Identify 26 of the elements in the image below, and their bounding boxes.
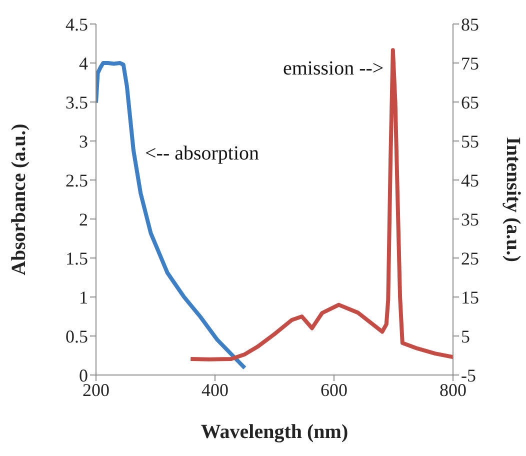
y2-tick-label: 75: [461, 53, 479, 74]
y2-tick-label: 45: [461, 170, 479, 190]
y-tick-label: 0.5: [66, 326, 88, 346]
y-tick-label: 2.5: [66, 170, 88, 190]
y2-tick-label: 5: [461, 326, 470, 346]
y2-tick-label: 55: [461, 131, 479, 152]
y2-tick-label: 35: [461, 209, 479, 230]
y-axis-title: Absorbance (a.u.): [8, 124, 30, 276]
y-tick-label: 1: [79, 287, 88, 308]
y2-tick-label: 65: [461, 92, 479, 112]
y-tick-label: 3.5: [66, 92, 88, 112]
y-tick-label: 0: [79, 365, 88, 386]
x-tick-label: 600: [320, 380, 348, 400]
y-tick-label: 4.5: [66, 14, 88, 34]
y2-axis-title: Intensity (a.u.): [502, 136, 524, 262]
annotation: emission -->: [283, 58, 384, 80]
y-tick-label: 2: [79, 209, 88, 230]
x-axis-title: Wavelength (nm): [200, 421, 348, 443]
x-tick-label: 400: [202, 380, 228, 400]
y-tick-label: 4: [79, 53, 88, 74]
y2-tick-label: 85: [461, 14, 479, 34]
y2-tick-label: 15: [461, 287, 479, 308]
y2-tick-label: 25: [461, 248, 479, 268]
annotation: <-- absorption: [145, 142, 260, 165]
y-tick-label: 1.5: [66, 248, 88, 268]
y-tick-label: 3: [79, 131, 88, 152]
